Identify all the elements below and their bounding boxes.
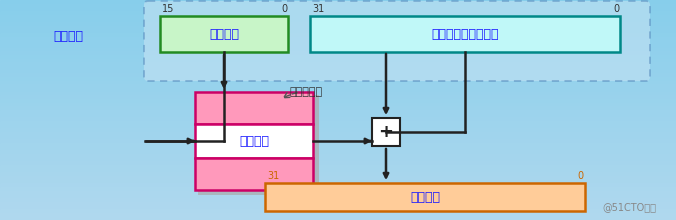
- Text: 0: 0: [281, 4, 287, 14]
- Bar: [0, 55, 676, 59]
- Bar: [0, 154, 676, 158]
- Bar: [0, 59, 676, 63]
- Bar: [0, 139, 676, 143]
- Bar: [0, 0, 676, 4]
- Bar: [0, 114, 676, 118]
- Text: @51CTO博客: @51CTO博客: [602, 202, 656, 212]
- Bar: [372, 118, 400, 146]
- Text: 段描述符: 段描述符: [239, 134, 269, 147]
- Bar: [0, 40, 676, 44]
- Bar: [0, 205, 676, 209]
- Bar: [0, 147, 676, 151]
- Bar: [0, 202, 676, 206]
- Bar: [0, 209, 676, 213]
- Bar: [0, 128, 676, 132]
- Bar: [0, 81, 676, 85]
- Bar: [0, 7, 676, 11]
- Bar: [0, 143, 676, 147]
- Text: 段描述符表: 段描述符表: [290, 87, 323, 97]
- Text: 段选择符: 段选择符: [209, 28, 239, 40]
- Bar: [0, 29, 676, 33]
- Text: 0: 0: [578, 171, 584, 181]
- Bar: [0, 169, 676, 173]
- Bar: [0, 125, 676, 129]
- Text: 线性地址: 线性地址: [410, 191, 440, 204]
- Bar: [0, 92, 676, 96]
- Bar: [265, 183, 585, 211]
- Bar: [310, 16, 620, 52]
- Bar: [0, 103, 676, 107]
- Bar: [195, 92, 313, 124]
- Bar: [0, 176, 676, 180]
- Bar: [0, 132, 676, 136]
- Bar: [0, 95, 676, 99]
- Bar: [0, 194, 676, 198]
- Bar: [0, 11, 676, 15]
- Bar: [0, 216, 676, 220]
- Bar: [0, 48, 676, 52]
- Bar: [0, 106, 676, 110]
- Bar: [0, 198, 676, 202]
- Bar: [0, 84, 676, 88]
- Text: 31: 31: [267, 171, 279, 181]
- Bar: [0, 37, 676, 41]
- Bar: [0, 18, 676, 22]
- Bar: [0, 73, 676, 77]
- Bar: [0, 150, 676, 154]
- Bar: [198, 190, 313, 195]
- Bar: [0, 183, 676, 187]
- Bar: [0, 15, 676, 19]
- Bar: [0, 26, 676, 30]
- Bar: [0, 66, 676, 70]
- Bar: [0, 121, 676, 125]
- Text: +: +: [379, 123, 393, 141]
- Text: 0: 0: [613, 4, 619, 14]
- Bar: [0, 165, 676, 169]
- Bar: [0, 191, 676, 195]
- Bar: [0, 158, 676, 162]
- Bar: [0, 88, 676, 92]
- Text: 15: 15: [162, 4, 174, 14]
- Bar: [0, 213, 676, 217]
- Bar: [0, 117, 676, 121]
- Bar: [0, 62, 676, 66]
- Bar: [0, 172, 676, 176]
- Text: 31: 31: [312, 4, 324, 14]
- Bar: [195, 124, 313, 158]
- Bar: [0, 136, 676, 140]
- Bar: [0, 44, 676, 48]
- Bar: [0, 180, 676, 184]
- Bar: [0, 4, 676, 8]
- Text: 偏移量（有效地址）: 偏移量（有效地址）: [431, 28, 499, 40]
- FancyBboxPatch shape: [144, 1, 650, 81]
- Bar: [0, 33, 676, 37]
- Bar: [313, 95, 319, 190]
- Bar: [0, 99, 676, 103]
- Bar: [0, 187, 676, 191]
- Bar: [160, 16, 288, 52]
- Bar: [0, 51, 676, 55]
- Bar: [0, 161, 676, 165]
- Bar: [195, 158, 313, 190]
- Bar: [0, 110, 676, 114]
- Bar: [0, 77, 676, 81]
- Text: 逻辑地址: 逻辑地址: [53, 29, 83, 42]
- Bar: [0, 70, 676, 74]
- Bar: [0, 22, 676, 26]
